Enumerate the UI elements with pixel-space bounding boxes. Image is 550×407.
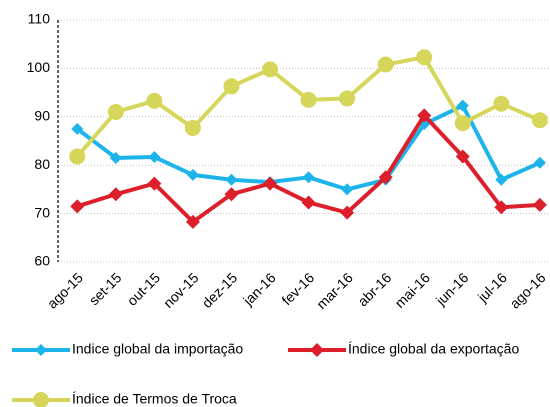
- marker: [454, 115, 471, 132]
- marker: [495, 173, 508, 186]
- marker: [148, 150, 161, 163]
- x-tick-label: set-15: [86, 269, 125, 308]
- legend-label: Índice de Termos de Troca: [72, 391, 237, 407]
- marker: [416, 49, 433, 66]
- marker: [109, 151, 122, 164]
- marker: [146, 92, 163, 109]
- marker: [533, 156, 546, 169]
- x-tick-label: ago-15: [44, 269, 86, 311]
- legend-marker: [35, 344, 47, 356]
- marker: [455, 149, 470, 164]
- marker: [417, 108, 432, 123]
- x-tick-label: dez-15: [199, 269, 241, 311]
- marker: [70, 199, 85, 214]
- marker: [302, 171, 315, 184]
- marker: [263, 176, 278, 191]
- marker: [185, 214, 200, 229]
- x-tick-label: ago-16: [506, 269, 548, 311]
- marker: [494, 200, 509, 215]
- marker: [184, 119, 201, 136]
- y-tick-label: 110: [28, 11, 51, 27]
- marker: [532, 197, 547, 212]
- marker: [224, 187, 239, 202]
- y-tick-label: 80: [34, 156, 50, 172]
- marker: [71, 122, 84, 135]
- marker: [225, 173, 238, 186]
- x-tick-label: mai-16: [391, 269, 433, 311]
- marker: [340, 205, 355, 220]
- x-tick-label: abr-16: [354, 269, 394, 309]
- marker: [378, 170, 393, 185]
- legend-marker: [33, 392, 49, 407]
- marker: [531, 112, 548, 129]
- marker: [456, 99, 469, 112]
- y-tick-label: 100: [27, 59, 51, 75]
- x-tick-label: jul-16: [474, 269, 510, 305]
- x-tick-label: fev-16: [278, 269, 317, 308]
- marker: [69, 148, 86, 165]
- marker: [147, 176, 162, 191]
- x-tick-label: mar-16: [313, 269, 356, 312]
- marker: [107, 103, 124, 120]
- x-tick-label: jun-16: [432, 269, 472, 309]
- marker: [262, 61, 279, 78]
- x-tick-label: nov-15: [160, 269, 202, 311]
- marker: [301, 195, 316, 210]
- x-tick-label: jan-16: [239, 269, 279, 309]
- marker: [341, 183, 354, 196]
- legend-marker: [310, 343, 324, 357]
- x-tick-label: out-15: [124, 269, 164, 309]
- marker: [300, 91, 317, 108]
- marker: [108, 187, 123, 202]
- marker: [377, 56, 394, 73]
- marker: [339, 90, 356, 107]
- marker: [493, 95, 510, 112]
- y-tick-label: 70: [34, 204, 50, 220]
- legend-label: Indice global da importação: [72, 341, 243, 357]
- y-tick-label: 90: [34, 108, 50, 124]
- y-tick-label: 60: [34, 253, 50, 269]
- marker: [186, 168, 199, 181]
- legend-label: Índice global da exportação: [348, 341, 519, 357]
- marker: [223, 78, 240, 95]
